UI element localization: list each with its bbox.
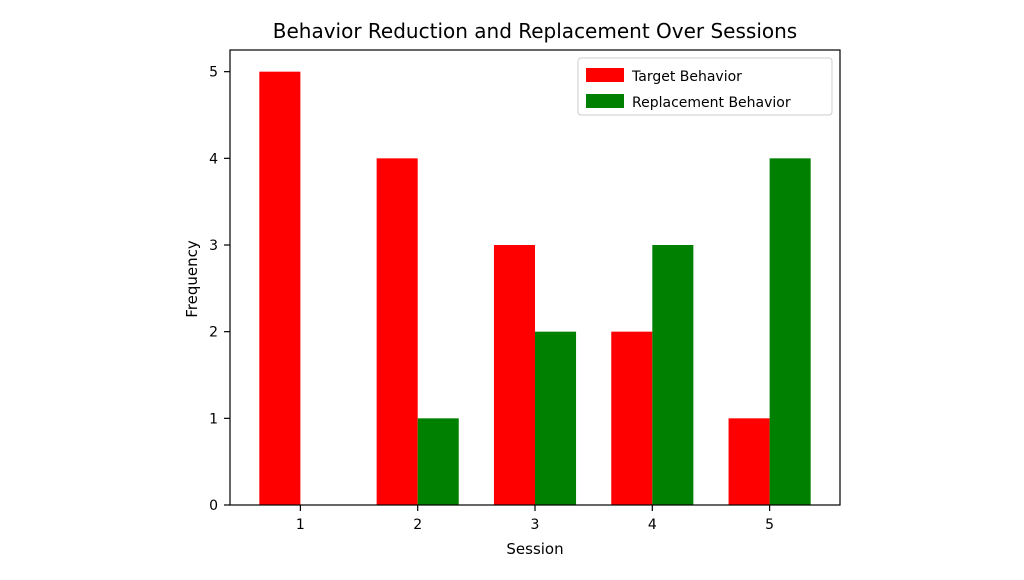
legend: Target Behavior Replacement Behavior (577, 57, 833, 116)
bar-target-session-5 (728, 418, 770, 505)
y-tick-label: 5 (209, 65, 218, 81)
legend-label: Replacement Behavior (632, 95, 791, 111)
legend-label: Target Behavior (631, 69, 742, 85)
bar-target-session-2 (376, 158, 418, 506)
axes-group: 0 1 2 3 4 5 1 2 3 4 5 (209, 49, 841, 533)
bar-replacement-session-3 (535, 331, 577, 505)
legend-swatch (586, 68, 624, 82)
x-tick-label: 5 (765, 517, 774, 533)
y-axis-label: Frequency (183, 240, 201, 318)
x-axis-label: Session (506, 540, 563, 558)
legend-swatch (586, 94, 624, 108)
x-tick-label: 2 (413, 517, 422, 533)
y-tick-label: 0 (209, 498, 218, 514)
y-tick-label: 1 (209, 411, 218, 427)
x-tick-label: 4 (648, 517, 657, 533)
x-tick-label: 3 (531, 517, 540, 533)
bar-target-session-1 (259, 71, 301, 506)
bar-replacement-session-4 (652, 245, 694, 505)
x-tick-label: 1 (296, 517, 305, 533)
bar-target-session-3 (493, 245, 535, 505)
y-tick-label: 3 (209, 238, 218, 254)
legend-box (577, 57, 833, 116)
bar-replacement-session-5 (769, 158, 811, 506)
bars-group (259, 71, 811, 506)
y-tick-label: 4 (209, 151, 218, 167)
y-tick-label: 2 (209, 325, 218, 341)
bar-replacement-session-2 (417, 418, 459, 505)
bar-target-session-4 (611, 331, 653, 505)
chart-title: Behavior Reduction and Replacement Over … (273, 19, 797, 43)
